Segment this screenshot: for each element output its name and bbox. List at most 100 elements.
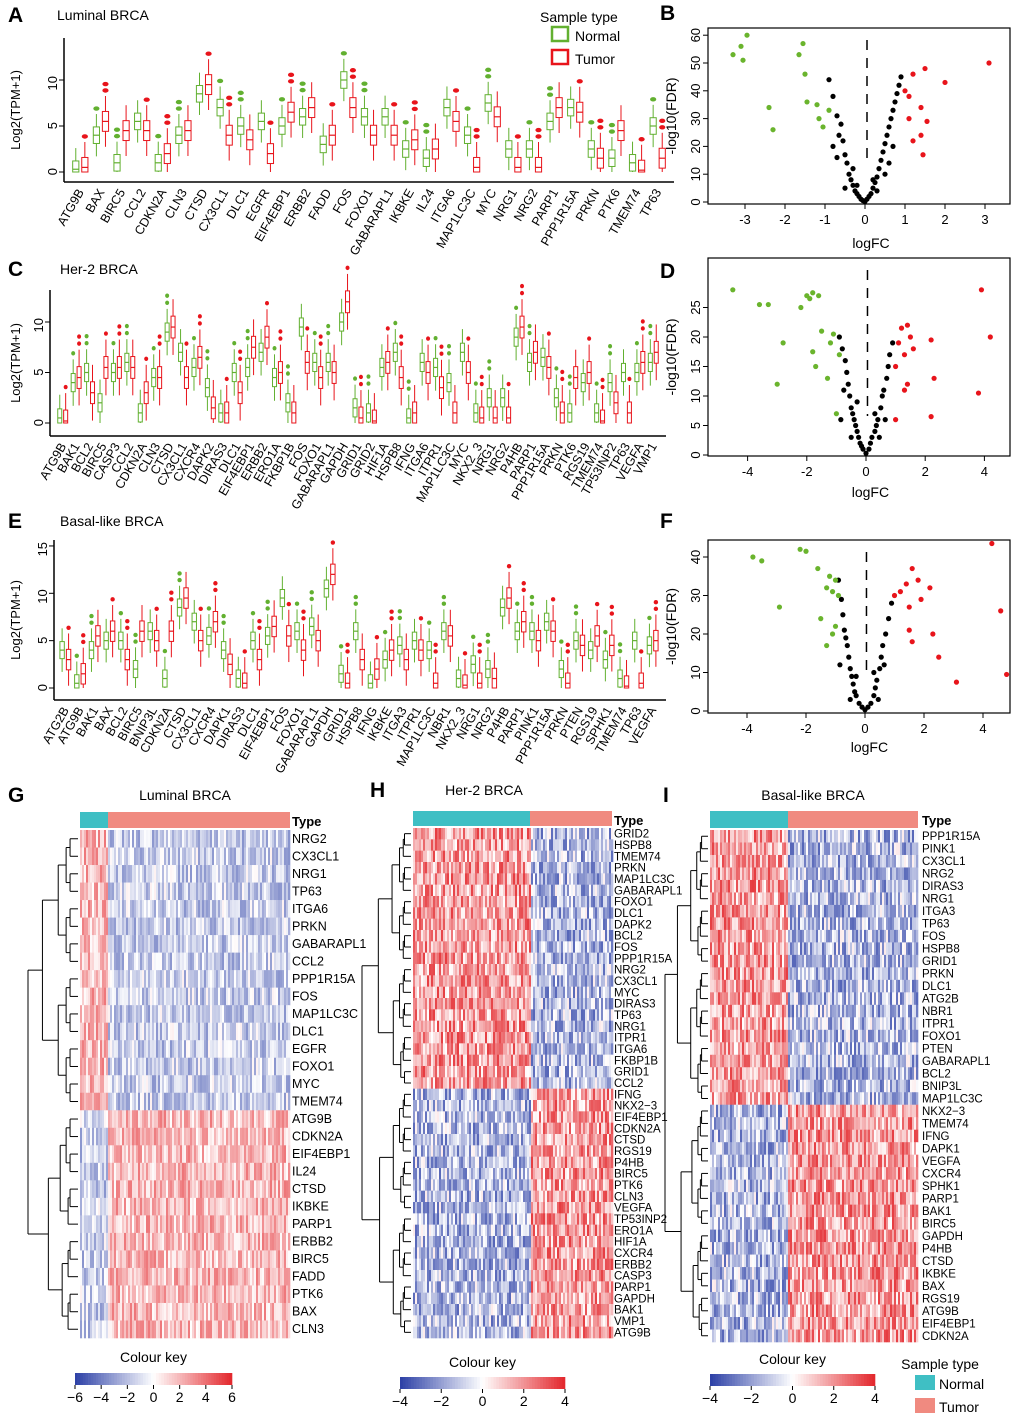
heatmap-cell xyxy=(112,1162,115,1181)
heatmap-cell xyxy=(240,1232,243,1251)
heatmap-cell xyxy=(200,1180,203,1199)
heatmap-cell xyxy=(126,1197,129,1216)
y-tick-label: 0 xyxy=(688,198,703,205)
heatmap-cell xyxy=(198,917,201,936)
heatmap-cell xyxy=(126,1127,129,1146)
heatmap-cell xyxy=(276,1197,279,1216)
heatmap-cell xyxy=(214,900,217,918)
heatmap-cell xyxy=(222,865,225,883)
heatmap-cell xyxy=(176,1215,179,1234)
heatmap-cell xyxy=(172,865,175,883)
heatmap-cell xyxy=(196,1040,199,1059)
downregulated-point xyxy=(766,104,772,111)
heatmap-cell xyxy=(182,847,185,866)
outlier-point xyxy=(245,335,250,341)
heatmap-cell xyxy=(170,970,173,988)
box-tumor-IL24 xyxy=(431,123,439,172)
heatmap-cell xyxy=(280,970,283,988)
heatmap-cell xyxy=(234,1285,237,1304)
heatmap-cell xyxy=(224,882,227,901)
heatmap-cell xyxy=(226,935,229,953)
heatmap-cell xyxy=(96,1092,99,1111)
heatmap-cell xyxy=(186,987,189,1006)
heatmap-cell xyxy=(210,1145,213,1164)
heatmap-cell xyxy=(156,882,159,901)
heatmap-cell xyxy=(238,1005,241,1023)
upregulated-point xyxy=(910,346,916,352)
heatmap-cell xyxy=(186,970,189,988)
heatmap-cell xyxy=(112,1180,115,1199)
heatmap-cell xyxy=(102,865,105,883)
outlier-point xyxy=(232,341,237,346)
heatmap-cell xyxy=(172,900,175,918)
heatmap-cell xyxy=(180,1197,183,1216)
panel-letter-F: F xyxy=(660,510,673,533)
heatmap-cell xyxy=(264,1057,267,1076)
heatmap-cell xyxy=(266,1215,269,1234)
heatmap-cell xyxy=(250,1022,253,1041)
outlier-point xyxy=(125,618,130,624)
heatmap-cell xyxy=(102,1285,105,1304)
x-tick-label: 2 xyxy=(922,464,929,479)
heatmap-cell xyxy=(258,1162,261,1181)
heatmap-cell xyxy=(206,1092,209,1111)
heatmap-cell xyxy=(224,970,227,988)
heatmap-cell xyxy=(164,970,167,988)
heatmap-cell xyxy=(176,1092,179,1111)
heatmap-cell xyxy=(122,970,125,988)
heatmap-cell xyxy=(186,1005,189,1023)
heatmap-cell xyxy=(114,917,117,936)
heatmap-cell xyxy=(116,970,119,988)
heatmap-cell xyxy=(206,1040,209,1059)
heatmap-cell xyxy=(270,1040,273,1059)
box xyxy=(81,156,89,173)
heatmap-cell xyxy=(196,847,199,866)
outlier-point xyxy=(164,120,171,125)
nonsignificant-point xyxy=(853,673,859,679)
heatmap-cell xyxy=(156,952,159,971)
box-tumor-FKBP1B xyxy=(291,385,297,424)
heatmap-cell xyxy=(134,1180,137,1199)
heatmap-cell xyxy=(196,1075,199,1094)
heatmap-cell xyxy=(126,1320,129,1339)
heatmap-cell xyxy=(254,900,257,918)
heatmap-cell xyxy=(198,1145,201,1164)
heatmap-cell xyxy=(168,1180,171,1199)
heatmap-cell xyxy=(112,1197,115,1216)
heatmap-cell xyxy=(228,1057,231,1076)
heatmap-cell xyxy=(224,935,227,953)
heatmap-cell xyxy=(192,865,195,883)
heatmap-cell xyxy=(264,1040,267,1059)
box-tumor-CDKN2A xyxy=(143,356,149,421)
downregulated-point xyxy=(816,116,822,122)
heatmap-cell xyxy=(250,1215,253,1234)
upregulated-point xyxy=(920,152,926,158)
heatmap-cell xyxy=(220,1005,223,1023)
heatmap-cell xyxy=(204,882,207,901)
heatmap-cell xyxy=(252,882,255,901)
nonsignificant-point xyxy=(885,363,891,370)
heatmap-cell xyxy=(98,1302,101,1321)
heatmap-cell xyxy=(132,1320,135,1339)
heatmap-cell xyxy=(94,1162,97,1181)
heatmap-cell xyxy=(148,1197,151,1216)
box-tumor-SPHK1 xyxy=(609,604,615,672)
heatmap-cell xyxy=(276,1057,279,1076)
heatmap-cell xyxy=(122,1285,125,1304)
heatmap-cell xyxy=(286,900,289,918)
heatmap-cell xyxy=(288,882,291,901)
box-normal-IFNG xyxy=(406,379,412,424)
heatmap-cell xyxy=(174,1250,177,1269)
outlier-point xyxy=(554,366,559,371)
heatmap-cell xyxy=(98,1022,101,1041)
heatmap-cell xyxy=(254,1092,257,1111)
heatmap-cell xyxy=(120,900,123,918)
heatmap-cell xyxy=(214,1162,217,1181)
heatmap-cell xyxy=(268,1005,271,1023)
heatmap-cell xyxy=(104,847,107,866)
heatmap-cell xyxy=(176,1040,179,1059)
heatmap-cell xyxy=(180,917,183,936)
heatmap-cell xyxy=(80,882,83,901)
heatmap-cell xyxy=(178,1197,181,1216)
row-label-ITGA6: ITGA6 xyxy=(292,902,328,916)
